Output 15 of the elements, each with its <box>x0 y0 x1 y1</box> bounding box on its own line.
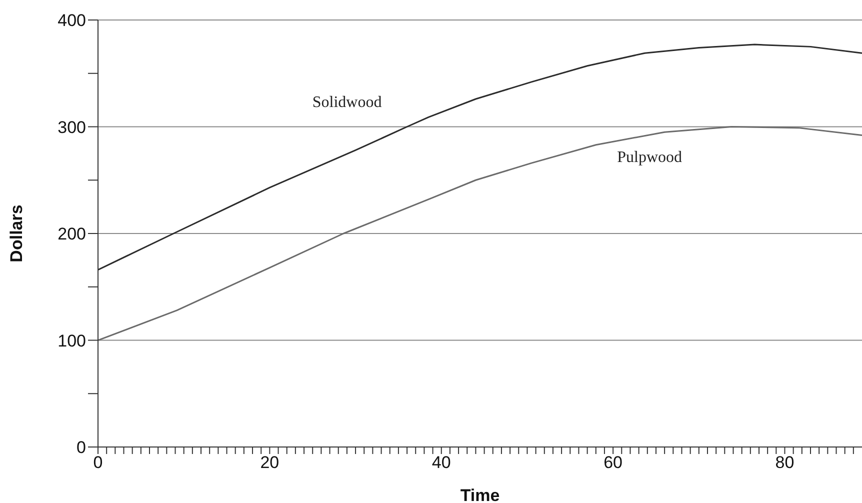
line-series <box>98 126 862 341</box>
series-label: Pulpwood <box>617 149 682 166</box>
x-tick-label: 0 <box>93 453 103 472</box>
y-tick-label: 400 <box>58 11 86 30</box>
y-tick-label: 100 <box>58 331 86 350</box>
x-tick-label: 40 <box>432 453 451 472</box>
series-label: Solidwood <box>312 94 382 111</box>
x-axis-title: Time <box>460 486 500 503</box>
y-tick-label: 300 <box>58 118 86 137</box>
y-tick-label: 200 <box>58 224 86 244</box>
x-tick-label: 80 <box>775 453 794 472</box>
x-tick-label: 60 <box>604 453 623 472</box>
x-tick-label: 20 <box>260 453 280 472</box>
y-axis-title: Dollars <box>7 204 26 262</box>
y-tick-label: 0 <box>76 438 86 458</box>
